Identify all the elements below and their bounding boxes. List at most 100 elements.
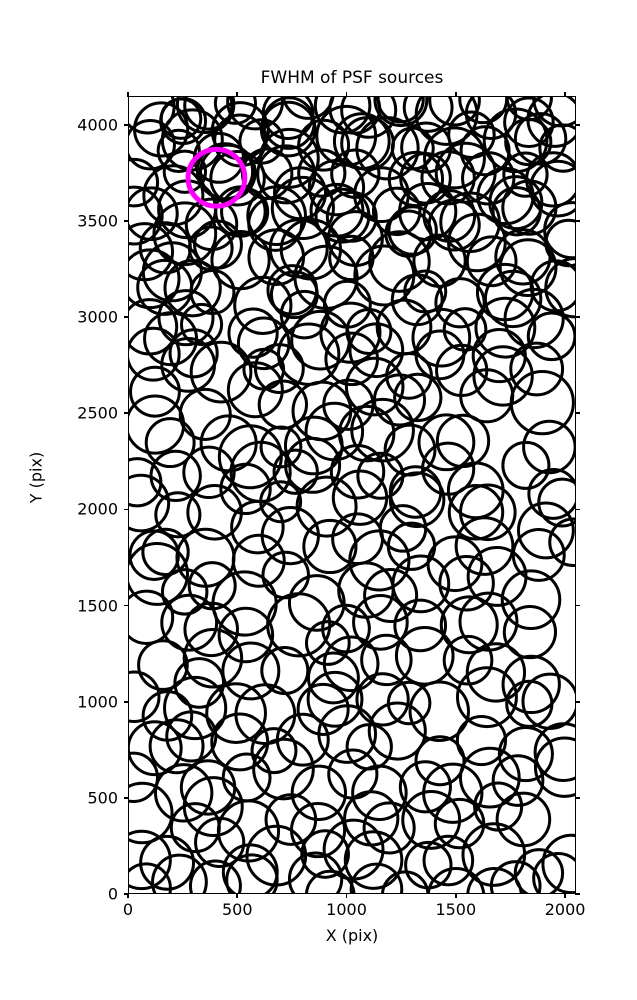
psf-source-circle (503, 287, 565, 350)
psf-source-circle (458, 746, 521, 809)
psf-source-circle (317, 704, 378, 764)
psf-source-circles (129, 97, 575, 893)
psf-source-circle (533, 722, 575, 782)
psf-source-circle (435, 413, 491, 469)
y-tick-mark (124, 124, 129, 126)
psf-source-circle (344, 356, 405, 417)
psf-source-circle (513, 848, 565, 893)
psf-source-circle (529, 159, 575, 218)
psf-source-circle (129, 186, 179, 241)
psf-source-circle (186, 484, 243, 541)
psf-source-circle (129, 157, 160, 208)
psf-source-circle (516, 501, 575, 560)
psf-source-circle (189, 340, 253, 404)
psf-source-circle (129, 781, 174, 845)
psf-source-circle (256, 144, 317, 205)
psf-source-circle (527, 468, 575, 520)
psf-source-circle (129, 541, 190, 606)
psf-source-circle (306, 670, 364, 728)
y-tick-label: 4000 (77, 115, 118, 135)
psf-source-circle (363, 568, 419, 624)
psf-source-circle (144, 417, 196, 469)
psf-source-circle (352, 594, 409, 651)
psf-source-circle (533, 736, 575, 798)
y-tick-mark-right (575, 412, 580, 415)
psf-source-circle (459, 483, 517, 542)
psf-source-circle (129, 589, 175, 645)
psf-source-circle (230, 499, 285, 555)
psf-source-circle (182, 776, 244, 838)
psf-source-circle (209, 150, 266, 207)
psf-source-circle (511, 527, 566, 582)
psf-source-circle (302, 518, 358, 575)
y-tick-mark (124, 893, 129, 895)
psf-source-circle (355, 672, 410, 727)
psf-source-circle (231, 533, 286, 588)
psf-source-circle (296, 682, 350, 736)
psf-source-circle (401, 789, 462, 850)
psf-source-circle (414, 735, 466, 787)
psf-source-circle (129, 720, 183, 777)
psf-source-circle (297, 118, 351, 172)
psf-source-circle (394, 626, 455, 686)
psf-source-circle (526, 311, 575, 362)
psf-source-circle (466, 867, 523, 893)
psf-source-circle (491, 754, 545, 807)
psf-source-circle (236, 316, 291, 371)
plot-axes-area (128, 96, 576, 894)
psf-source-circle (259, 425, 303, 469)
psf-source-circle (160, 593, 219, 652)
psf-source-circle (260, 506, 320, 566)
psf-source-circle (250, 727, 298, 775)
y-tick-label: 2500 (77, 403, 118, 423)
psf-source-circle (373, 97, 429, 128)
psf-source-circle (458, 591, 519, 652)
y-tick-label: 3500 (77, 211, 118, 231)
psf-source-circle (442, 307, 488, 352)
y-tick-mark (124, 316, 129, 318)
psf-source-circle (454, 516, 515, 576)
psf-source-circle (129, 829, 172, 891)
psf-source-circle (165, 710, 218, 763)
psf-source-circle (305, 869, 356, 893)
psf-source-circle (139, 834, 196, 891)
psf-source-circle (156, 128, 201, 173)
psf-source-circle (151, 853, 208, 893)
psf-source-circle (387, 205, 438, 256)
x-tick-mark (127, 893, 129, 898)
y-tick-mark-right (575, 316, 580, 318)
psf-source-circle (411, 307, 472, 368)
psf-source-circle (503, 97, 555, 148)
psf-source-circle (428, 97, 481, 127)
x-tick-mark-top (127, 92, 129, 97)
psf-source-circle (402, 97, 454, 133)
psf-source-circle (439, 595, 499, 655)
psf-source-circle (272, 448, 319, 495)
highlighted-psf-source-circle[interactable] (185, 146, 248, 209)
psf-source-circle (325, 190, 378, 243)
psf-source-circle (210, 712, 270, 772)
psf-source-circle (183, 601, 239, 658)
psf-source-circle (322, 635, 380, 693)
psf-source-circle (264, 793, 318, 846)
psf-source-circle (345, 308, 393, 355)
y-tick-label: 3000 (77, 307, 118, 327)
y-axis-label: Y (pix) (26, 451, 46, 504)
psf-source-circle (355, 116, 420, 181)
psf-source-circle (259, 480, 303, 524)
psf-source-circle (502, 151, 549, 198)
x-tick-mark (564, 893, 566, 898)
psf-source-circle (459, 125, 511, 177)
psf-source-circle (148, 718, 205, 775)
x-tick-mark-top (455, 92, 457, 97)
psf-source-circle (304, 620, 351, 666)
psf-source-circle (522, 419, 575, 475)
psf-source-circle (465, 235, 518, 288)
psf-source-circle (183, 97, 234, 131)
psf-source-circle (393, 598, 448, 653)
psf-source-circle (438, 555, 495, 612)
psf-source-circle (252, 737, 315, 801)
psf-source-circle (447, 484, 505, 541)
psf-source-circle (426, 867, 486, 893)
psf-source-circle (152, 201, 218, 267)
